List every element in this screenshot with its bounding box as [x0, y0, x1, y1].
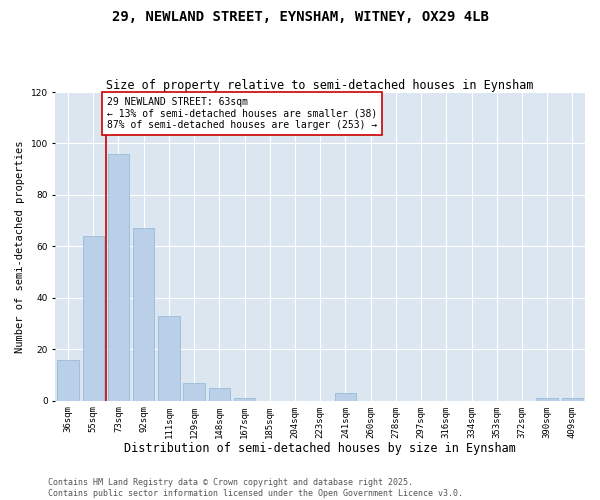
X-axis label: Distribution of semi-detached houses by size in Eynsham: Distribution of semi-detached houses by …	[124, 442, 516, 455]
Text: 29 NEWLAND STREET: 63sqm
← 13% of semi-detached houses are smaller (38)
87% of s: 29 NEWLAND STREET: 63sqm ← 13% of semi-d…	[107, 97, 377, 130]
Bar	[108, 154, 129, 400]
Bar	[58, 360, 79, 401]
Title: Size of property relative to semi-detached houses in Eynsham: Size of property relative to semi-detach…	[106, 79, 534, 92]
Text: 29, NEWLAND STREET, EYNSHAM, WITNEY, OX29 4LB: 29, NEWLAND STREET, EYNSHAM, WITNEY, OX2…	[112, 10, 488, 24]
Bar	[234, 398, 255, 400]
Bar	[209, 388, 230, 400]
Bar	[536, 398, 558, 400]
Bar	[158, 316, 179, 400]
Text: Contains HM Land Registry data © Crown copyright and database right 2025.
Contai: Contains HM Land Registry data © Crown c…	[48, 478, 463, 498]
Bar	[133, 228, 154, 400]
Bar	[184, 382, 205, 400]
Bar	[562, 398, 583, 400]
Bar	[335, 393, 356, 400]
Bar	[83, 236, 104, 400]
Y-axis label: Number of semi-detached properties: Number of semi-detached properties	[15, 140, 25, 352]
